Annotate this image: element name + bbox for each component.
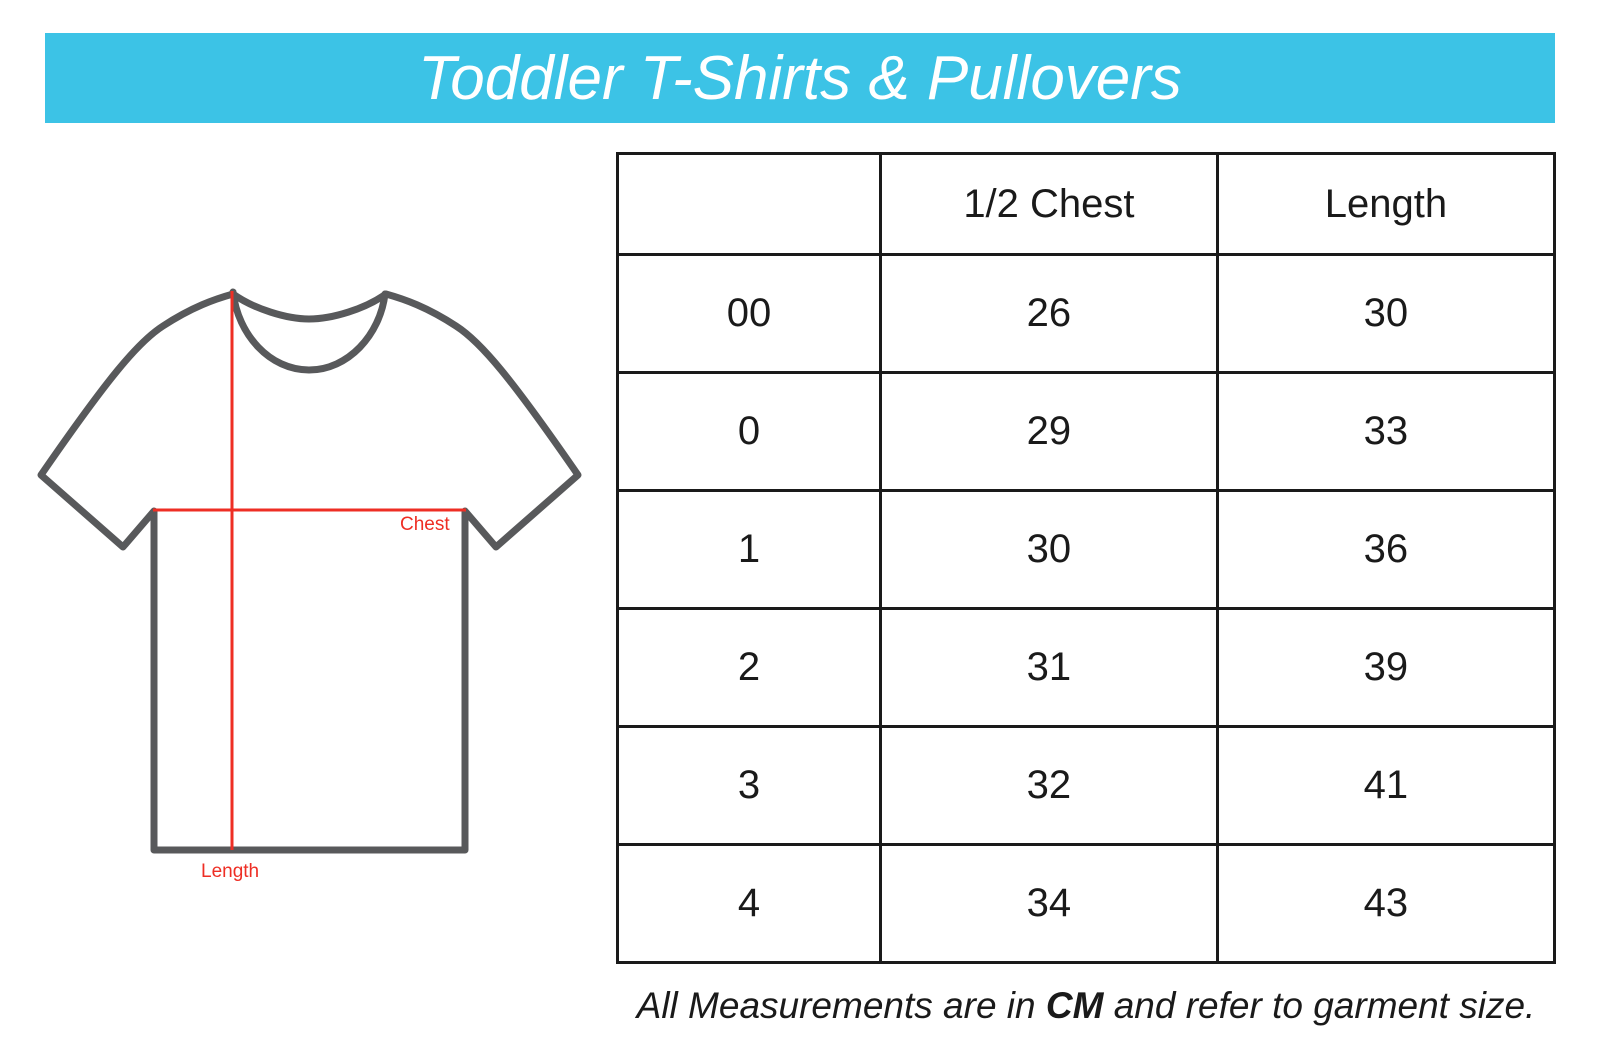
svg-text:Chest: Chest — [400, 514, 450, 535]
svg-text:Length: Length — [201, 861, 259, 882]
